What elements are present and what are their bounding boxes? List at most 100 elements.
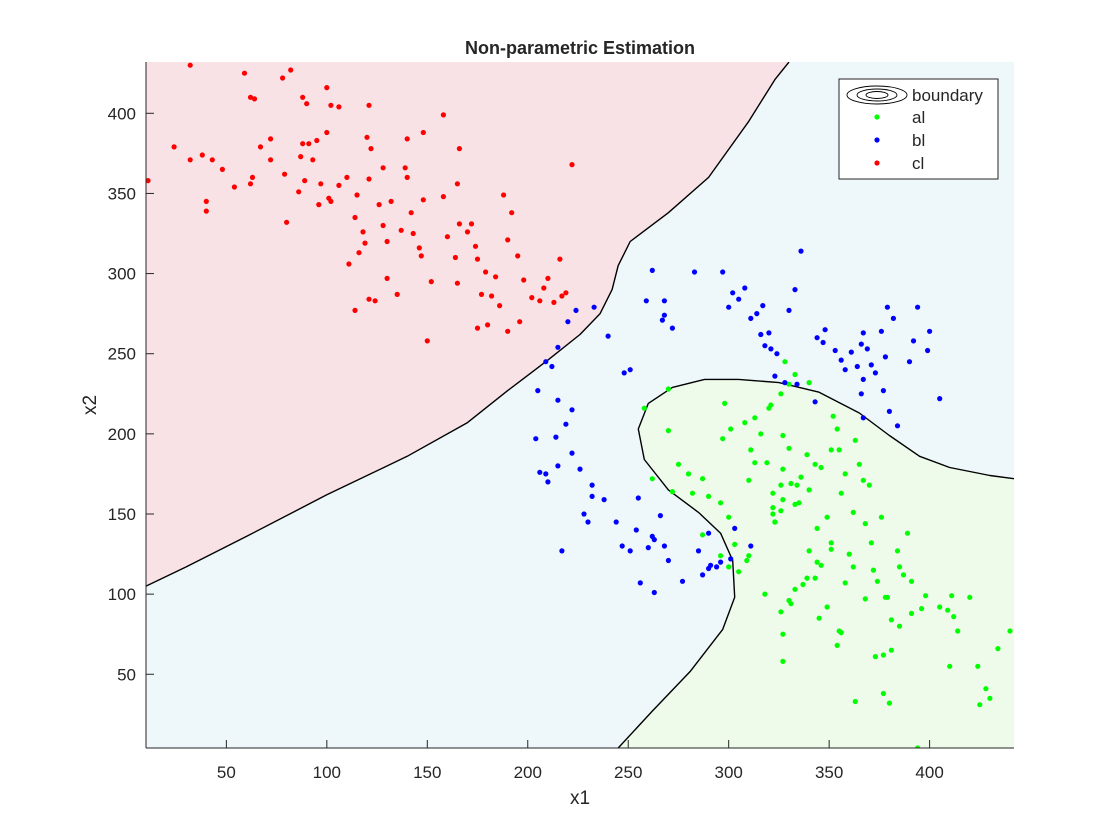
point-al bbox=[742, 420, 748, 426]
point-bl bbox=[619, 543, 625, 549]
point-bl bbox=[627, 367, 633, 373]
point-cl bbox=[454, 280, 460, 286]
series-bl bbox=[533, 248, 943, 596]
y-tick-label: 400 bbox=[108, 104, 136, 123]
legend-box bbox=[838, 78, 999, 180]
x-tick-label: 50 bbox=[217, 763, 236, 782]
point-bl bbox=[651, 537, 657, 543]
point-cl bbox=[521, 277, 527, 283]
point-bl bbox=[848, 349, 854, 355]
point-cl bbox=[249, 174, 256, 180]
point-cl bbox=[346, 261, 352, 267]
point-al bbox=[828, 546, 834, 552]
point-al bbox=[995, 646, 1001, 652]
point-cl bbox=[402, 165, 408, 171]
point-bl bbox=[822, 327, 828, 333]
point-bl bbox=[786, 307, 792, 313]
point-bl bbox=[732, 525, 738, 532]
point-bl bbox=[842, 367, 848, 373]
point-bl bbox=[565, 319, 571, 325]
point-bl bbox=[886, 408, 893, 414]
point-bl bbox=[858, 341, 864, 347]
point-cl bbox=[314, 137, 320, 144]
point-al bbox=[794, 482, 800, 488]
point-cl bbox=[408, 210, 414, 216]
point-cl bbox=[318, 181, 324, 187]
point-cl bbox=[362, 240, 368, 246]
point-al bbox=[860, 477, 866, 483]
point-cl bbox=[372, 298, 378, 304]
point-bl bbox=[543, 359, 549, 365]
point-bl bbox=[718, 559, 724, 565]
legend-contour-icon bbox=[846, 85, 908, 105]
point-al bbox=[770, 490, 776, 496]
point-cl bbox=[454, 181, 460, 187]
point-cl bbox=[231, 184, 237, 190]
point-cl bbox=[456, 146, 462, 152]
point-cl bbox=[505, 237, 511, 243]
point-bl bbox=[748, 543, 754, 549]
point-al bbox=[778, 508, 784, 514]
point-al bbox=[836, 447, 842, 453]
point-bl bbox=[577, 466, 583, 472]
point-cl bbox=[366, 176, 372, 182]
point-bl bbox=[782, 380, 788, 386]
point-bl bbox=[860, 415, 866, 421]
point-bl bbox=[657, 513, 664, 519]
point-cl bbox=[344, 174, 350, 180]
point-al bbox=[746, 553, 752, 559]
point-bl bbox=[742, 285, 748, 291]
point-al bbox=[814, 525, 820, 532]
point-al bbox=[812, 575, 818, 581]
legend-label-cl: cl bbox=[912, 154, 924, 173]
point-al bbox=[800, 581, 806, 588]
point-cl bbox=[203, 198, 209, 204]
point-al bbox=[722, 400, 728, 406]
point-al bbox=[846, 551, 852, 557]
point-cl bbox=[384, 275, 390, 281]
point-bl bbox=[545, 479, 551, 485]
point-al bbox=[770, 505, 776, 511]
point-cl bbox=[354, 192, 360, 198]
point-cl bbox=[388, 198, 394, 204]
point-cl bbox=[416, 245, 422, 251]
point-cl bbox=[306, 141, 312, 147]
point-al bbox=[824, 514, 830, 520]
point-al bbox=[945, 607, 951, 613]
point-bl bbox=[601, 497, 607, 503]
point-bl bbox=[569, 407, 575, 413]
point-bl bbox=[728, 556, 734, 562]
point-al bbox=[798, 474, 804, 480]
point-bl bbox=[633, 527, 639, 533]
point-al bbox=[937, 604, 943, 610]
point-cl bbox=[247, 181, 254, 187]
point-al bbox=[834, 426, 840, 432]
point-al bbox=[856, 461, 862, 467]
point-cl bbox=[380, 165, 386, 171]
point-cl bbox=[497, 303, 503, 309]
point-al bbox=[872, 654, 879, 660]
point-bl bbox=[814, 335, 820, 341]
point-al bbox=[780, 497, 786, 503]
point-al bbox=[862, 596, 868, 602]
point-bl bbox=[758, 331, 764, 338]
point-al bbox=[792, 501, 798, 507]
point-cl bbox=[368, 146, 374, 152]
y-tick-label: 200 bbox=[108, 425, 136, 444]
point-bl bbox=[651, 589, 657, 596]
x-tick-label: 150 bbox=[413, 763, 441, 782]
point-bl bbox=[760, 303, 766, 309]
boundary-line-al-bl bbox=[617, 378, 1014, 748]
point-al bbox=[649, 476, 655, 482]
point-bl bbox=[635, 495, 641, 501]
x-axis-ticks: 50 100 150 200 250 300 350 400 bbox=[217, 740, 944, 782]
point-cl bbox=[300, 141, 306, 147]
point-al bbox=[770, 511, 776, 517]
point-bl bbox=[906, 359, 913, 365]
point-cl bbox=[398, 227, 404, 233]
point-al bbox=[949, 593, 955, 599]
point-cl bbox=[545, 275, 551, 281]
point-cl bbox=[444, 234, 450, 240]
point-cl bbox=[517, 319, 523, 325]
point-cl bbox=[364, 134, 370, 140]
